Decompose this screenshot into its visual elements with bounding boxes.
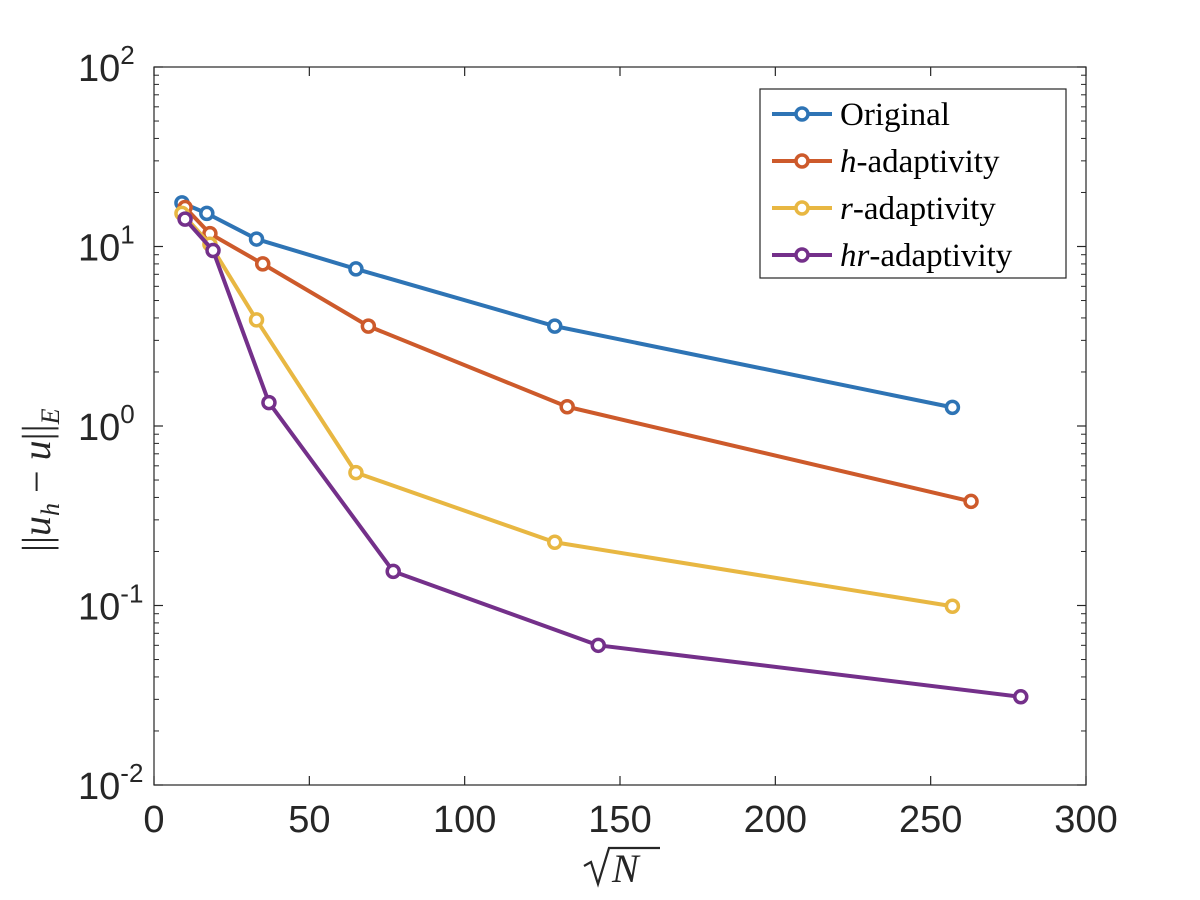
data-point bbox=[248, 312, 265, 328]
legend: Original h-adaptivity r-adaptivity hr-adapt… bbox=[759, 88, 1067, 279]
y-tick-label: 10-1 bbox=[78, 579, 143, 629]
data-point bbox=[177, 211, 193, 227]
x-axis-label: N bbox=[583, 846, 660, 891]
data-point bbox=[261, 394, 277, 411]
axis-ticks bbox=[153, 66, 1087, 786]
legend-marker bbox=[794, 106, 810, 122]
y-tick-label: 10-2 bbox=[78, 758, 143, 808]
x-axis-label-n: N bbox=[611, 846, 641, 891]
data-point bbox=[199, 205, 215, 222]
x-tick-label: 50 bbox=[288, 799, 330, 841]
legend-marker bbox=[794, 200, 810, 216]
data-point bbox=[248, 231, 265, 247]
data-point bbox=[944, 399, 961, 416]
data-point bbox=[205, 242, 221, 259]
y-tick-label: 101 bbox=[78, 220, 135, 270]
legend-label: h-adaptivity bbox=[840, 144, 1000, 180]
y-tick-label: 100 bbox=[78, 399, 135, 449]
x-tick-labels: 0 50 100 150 200 250 300 bbox=[143, 799, 1117, 841]
x-tick-label: 300 bbox=[1054, 799, 1117, 841]
x-tick-label: 0 bbox=[143, 799, 164, 841]
y-tick-label: 102 bbox=[78, 40, 135, 90]
data-point bbox=[547, 534, 563, 551]
data-point bbox=[385, 563, 401, 580]
data-point bbox=[590, 637, 607, 654]
series-layer bbox=[174, 195, 1029, 705]
y-tick-labels: 102 101 100 10-1 10-2 bbox=[78, 40, 143, 808]
legend-marker bbox=[794, 247, 810, 263]
data-point bbox=[963, 493, 979, 510]
legend-label: r-adaptivity bbox=[840, 191, 996, 227]
legend-marker bbox=[794, 153, 810, 169]
legend-label: hr-adaptivity bbox=[840, 238, 1013, 274]
x-tick-label: 150 bbox=[588, 799, 651, 841]
data-point bbox=[254, 256, 271, 272]
x-tick-label: 250 bbox=[899, 799, 962, 841]
data-point bbox=[547, 318, 563, 334]
x-tick-label: 200 bbox=[744, 799, 807, 841]
data-point bbox=[348, 261, 364, 277]
y-axis-label: ||uh − u||E bbox=[14, 408, 65, 552]
legend-label: Original bbox=[840, 97, 950, 133]
data-point bbox=[348, 464, 364, 481]
plot-frame bbox=[153, 66, 1087, 786]
data-point bbox=[559, 399, 575, 415]
data-point bbox=[360, 318, 377, 334]
y-axis-label-text: ||uh − u||E bbox=[14, 408, 65, 552]
legend-box bbox=[759, 88, 1067, 279]
sqrt-symbol bbox=[583, 846, 660, 888]
x-tick-label: 100 bbox=[433, 799, 496, 841]
data-point bbox=[944, 598, 961, 615]
data-point bbox=[1013, 689, 1029, 705]
